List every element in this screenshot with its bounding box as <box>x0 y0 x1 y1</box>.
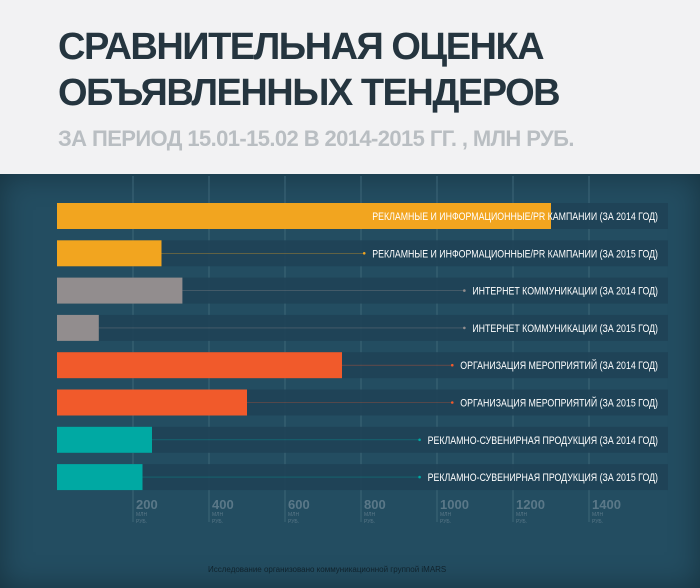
title-line-1: СРАВНИТЕЛЬНАЯ ОЦЕНКА <box>58 26 545 68</box>
tick-unit: МЛН <box>212 512 223 518</box>
bar-label: ОРГАНИЗАЦИЯ МЕРОПРИЯТИЙ (ЗА 2015 ГОД) <box>460 397 658 410</box>
bar-label: ИНТЕРНЕТ КОММУНИКАЦИИ (ЗА 2014 ГОД) <box>472 286 658 298</box>
tick-unit: РУБ. <box>516 519 527 525</box>
tick-unit: МЛН <box>440 512 451 518</box>
subtitle: ЗА ПЕРИОД 15.01-15.02 В 2014-2015 ГГ. , … <box>58 126 574 151</box>
leader-dot <box>362 252 366 255</box>
tick-unit: РУБ. <box>364 519 375 525</box>
tick-label: 1200 <box>516 497 545 512</box>
bar-label: РЕКЛАМНО-СУВЕНИРНАЯ ПРОДУКЦИЯ (ЗА 2015 Г… <box>428 472 658 484</box>
tick-unit: РУБ. <box>136 519 147 525</box>
tick-label: 600 <box>288 497 310 512</box>
leader-dot <box>450 363 454 367</box>
bar <box>57 203 551 229</box>
bar-label: ИНТЕРНЕТ КОММУНИКАЦИИ (ЗА 2015 ГОД) <box>472 323 658 335</box>
tick-unit: МЛН <box>136 512 147 518</box>
tick-unit: РУБ. <box>288 519 299 525</box>
bar <box>57 240 162 267</box>
tick-label: 200 <box>136 497 158 512</box>
tick-unit: РУБ. <box>212 519 223 525</box>
leader-dot <box>463 289 466 292</box>
tick-unit: РУБ. <box>592 519 603 525</box>
tick-unit: МЛН <box>288 512 299 518</box>
bar <box>57 314 99 341</box>
leader-dot <box>463 326 466 330</box>
bar <box>57 389 247 416</box>
tick-label: 800 <box>364 497 386 512</box>
tick-label: 400 <box>212 497 234 512</box>
tick-label: 1400 <box>592 497 621 512</box>
title-line-2: ОБЪЯВЛЕННЫХ ТЕНДЕРОВ <box>58 72 561 114</box>
tick-unit: МЛН <box>364 512 375 518</box>
bar <box>57 464 143 491</box>
bar <box>57 277 183 304</box>
tick-unit: РУБ. <box>440 519 451 525</box>
leader-dot <box>418 475 421 479</box>
footer-note: Исследование организовано коммуникационн… <box>208 565 447 574</box>
leader-dot <box>450 401 454 404</box>
bar-label: РЕКЛАМНЫЕ И ИНФОРМАЦИОННЫЕ/PR КАМПАНИИ (… <box>372 211 658 223</box>
tick-label: 1000 <box>440 497 469 512</box>
tick-unit: МЛН <box>592 512 603 518</box>
bar-label: ОРГАНИЗАЦИЯ МЕРОПРИЯТИЙ (ЗА 2014 ГОД) <box>460 359 658 372</box>
bar <box>57 426 152 453</box>
bar <box>57 352 342 379</box>
tick-unit: МЛН <box>516 512 527 518</box>
leader-dot <box>418 438 421 442</box>
bar-label: РЕКЛАМНО-СУВЕНИРНАЯ ПРОДУКЦИЯ (ЗА 2014 Г… <box>428 435 658 447</box>
page-title: СРАВНИТЕЛЬНАЯ ОЦЕНКА ОБЪЯВЛЕННЫХ ТЕНДЕРО… <box>58 24 678 116</box>
bar-label: РЕКЛАМНЫЕ И ИНФОРМАЦИОННЫЕ/PR КАМПАНИИ (… <box>372 248 658 260</box>
